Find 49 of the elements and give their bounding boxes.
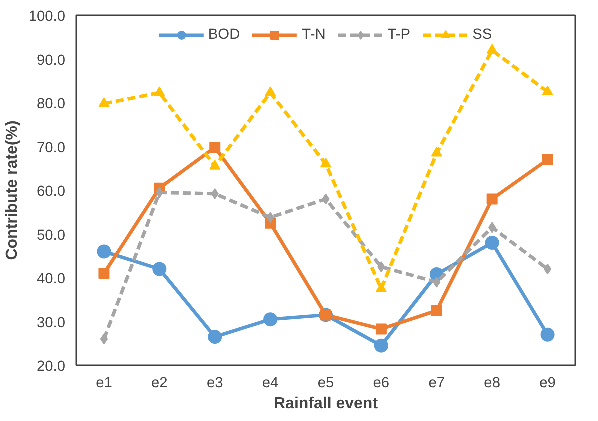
y-tick-label: 60.0	[36, 184, 66, 200]
point	[154, 86, 166, 96]
x-axis-title: Rainfall event	[274, 396, 379, 412]
point	[486, 44, 498, 54]
x-tick-label: e7	[428, 376, 446, 392]
point	[431, 305, 442, 316]
legend-label: T-P	[388, 27, 411, 43]
legend-label: SS	[472, 27, 493, 43]
point	[208, 330, 222, 344]
y-tick-label: 100.0	[28, 9, 66, 25]
point	[210, 160, 221, 170]
y-tick-label: 20.0	[36, 359, 66, 375]
point	[100, 334, 108, 345]
x-tick-label: e3	[206, 376, 224, 392]
x-tick-label: e6	[373, 376, 390, 392]
legend-label: BOD	[208, 27, 240, 43]
x-tick-label: e5	[318, 376, 334, 392]
y-tick-label: 30.0	[36, 315, 66, 332]
x-tick-label: e1	[96, 376, 112, 392]
y-tick-label: 90.0	[36, 52, 66, 69]
point	[486, 194, 498, 205]
legend-label: T-N	[302, 27, 326, 43]
point	[152, 262, 167, 276]
point	[98, 268, 110, 280]
point	[544, 264, 552, 275]
point	[542, 154, 554, 166]
y-tick-label: 50.0	[36, 228, 66, 244]
point	[540, 328, 555, 342]
point	[431, 147, 442, 157]
point	[97, 244, 112, 259]
point	[376, 324, 387, 335]
point	[264, 312, 278, 327]
y-axis-title: Contribute rate(%)	[4, 120, 21, 260]
point	[98, 98, 110, 108]
x-tick-label: e9	[540, 376, 556, 392]
y-tick-label: 40.0	[36, 272, 66, 288]
x-tick-label: e2	[152, 376, 168, 392]
point	[374, 338, 388, 353]
x-tick-label: e4	[262, 376, 279, 392]
point	[542, 86, 554, 96]
point	[211, 188, 219, 200]
x-tick-label: e8	[484, 376, 500, 392]
point	[376, 282, 387, 292]
point	[320, 158, 332, 168]
y-tick-label: 70.0	[36, 140, 66, 156]
point	[265, 86, 276, 96]
point	[485, 236, 500, 250]
y-tick-label: 80.0	[36, 96, 66, 112]
point	[210, 142, 221, 154]
